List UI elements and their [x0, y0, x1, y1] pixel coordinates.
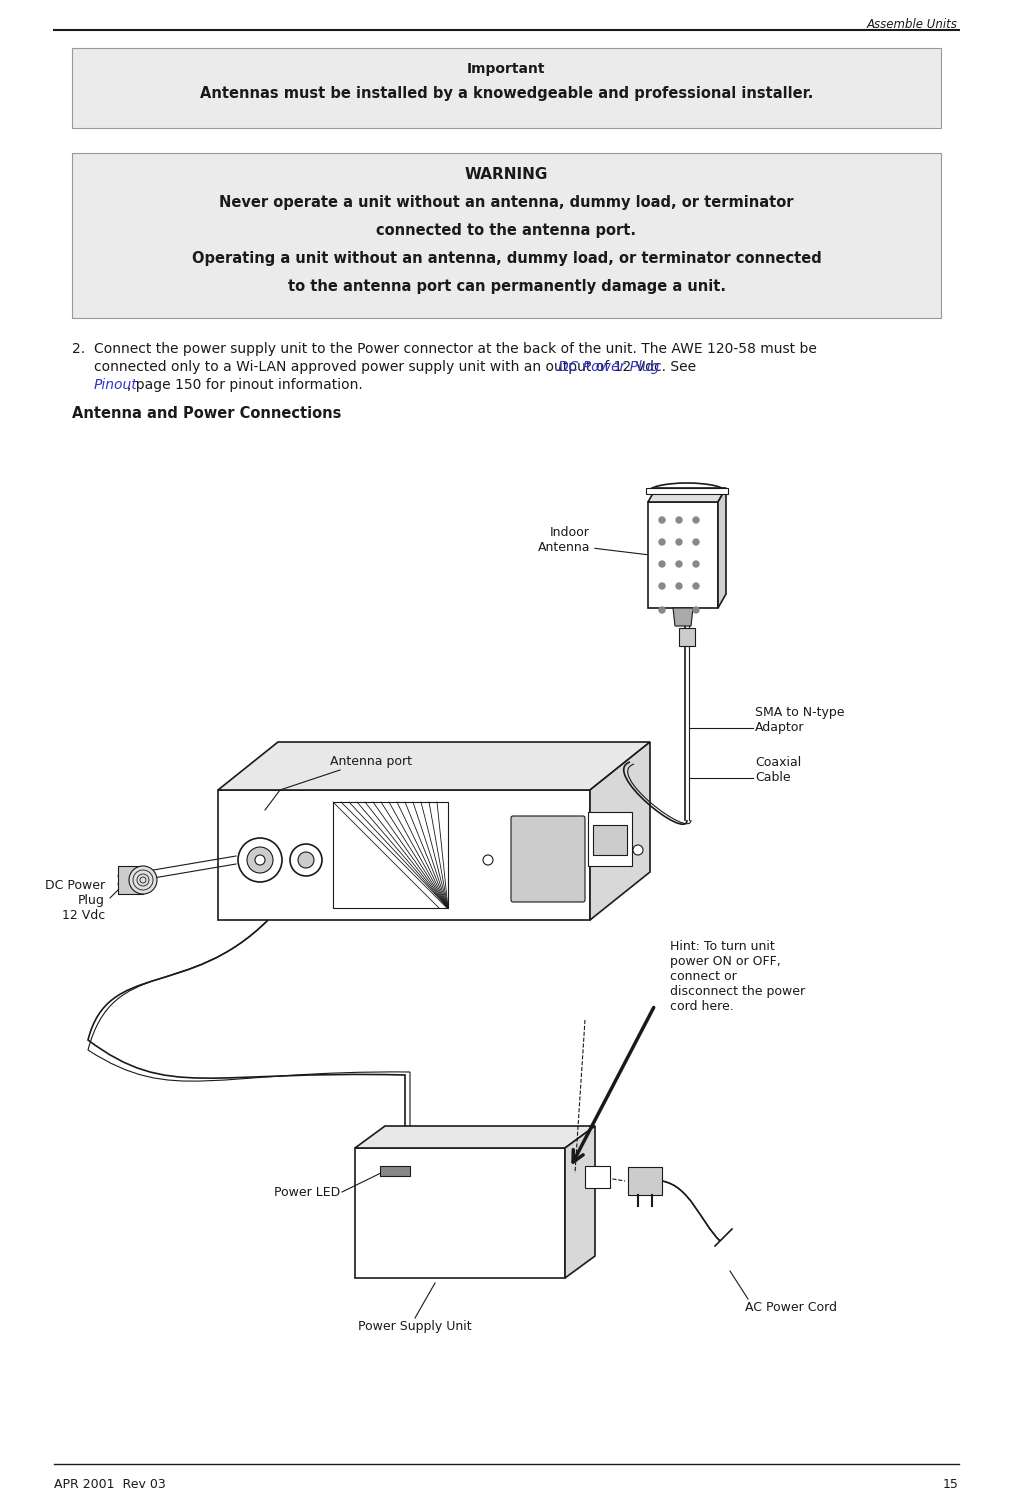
Circle shape: [659, 561, 665, 567]
Circle shape: [676, 561, 682, 567]
Text: Operating a unit without an antenna, dummy load, or terminator connected: Operating a unit without an antenna, dum…: [191, 251, 822, 266]
Circle shape: [693, 561, 699, 567]
Polygon shape: [673, 607, 693, 625]
Text: Indoor
Antenna: Indoor Antenna: [538, 527, 590, 554]
Circle shape: [129, 866, 157, 895]
Circle shape: [659, 539, 665, 545]
Circle shape: [290, 844, 322, 877]
Text: connected only to a Wi-LAN approved power supply unit with an output of 12 Vdc. : connected only to a Wi-LAN approved powe…: [94, 361, 701, 374]
Circle shape: [659, 607, 665, 613]
Text: 15: 15: [943, 1478, 959, 1492]
Bar: [333, 802, 448, 908]
Circle shape: [693, 583, 699, 589]
Polygon shape: [355, 1126, 595, 1147]
Polygon shape: [590, 742, 650, 920]
Text: WARNING: WARNING: [465, 168, 548, 183]
Text: Power Supply Unit: Power Supply Unit: [359, 1319, 472, 1333]
Circle shape: [676, 539, 682, 545]
Circle shape: [676, 583, 682, 589]
Text: AC Power Cord: AC Power Cord: [745, 1302, 837, 1313]
Circle shape: [693, 607, 699, 613]
Circle shape: [676, 518, 682, 524]
Polygon shape: [355, 1147, 565, 1278]
Bar: [679, 628, 695, 646]
Bar: [380, 1165, 410, 1176]
Circle shape: [659, 583, 665, 589]
Text: Connect the power supply unit to the Power connector at the back of the unit. Th: Connect the power supply unit to the Pow…: [94, 343, 816, 356]
Text: Antenna port: Antenna port: [330, 755, 412, 767]
Text: Important: Important: [467, 61, 546, 76]
Polygon shape: [565, 1126, 595, 1278]
Polygon shape: [628, 1167, 663, 1195]
Text: Coaxial
Cable: Coaxial Cable: [755, 755, 801, 784]
Bar: [585, 1165, 610, 1188]
Text: Never operate a unit without an antenna, dummy load, or terminator: Never operate a unit without an antenna,…: [219, 194, 794, 209]
Text: APR 2001  Rev 03: APR 2001 Rev 03: [54, 1478, 166, 1492]
FancyBboxPatch shape: [72, 48, 941, 129]
Polygon shape: [218, 790, 590, 920]
Text: Antenna and Power Connections: Antenna and Power Connections: [72, 405, 341, 420]
Text: Hint: To turn unit
power ON or OFF,
connect or
disconnect the power
cord here.: Hint: To turn unit power ON or OFF, conn…: [670, 939, 805, 1013]
Polygon shape: [648, 503, 718, 607]
Circle shape: [633, 845, 643, 856]
Circle shape: [693, 518, 699, 524]
Circle shape: [255, 856, 265, 865]
Circle shape: [238, 838, 282, 883]
FancyBboxPatch shape: [511, 815, 585, 902]
Text: DC Power Plug: DC Power Plug: [558, 361, 659, 374]
Polygon shape: [218, 742, 650, 790]
Text: SMA to N-type
Adaptor: SMA to N-type Adaptor: [755, 706, 845, 735]
Text: connected to the antenna port.: connected to the antenna port.: [377, 223, 636, 238]
FancyBboxPatch shape: [72, 153, 941, 319]
Bar: [593, 824, 627, 856]
Circle shape: [247, 847, 272, 874]
Polygon shape: [718, 488, 726, 607]
Text: , page 150 for pinout information.: , page 150 for pinout information.: [127, 378, 363, 392]
Polygon shape: [118, 866, 143, 895]
Circle shape: [483, 856, 493, 865]
Polygon shape: [646, 488, 728, 494]
Bar: [588, 812, 632, 866]
Circle shape: [693, 539, 699, 545]
Polygon shape: [648, 488, 726, 503]
Circle shape: [298, 853, 314, 868]
Text: Power LED: Power LED: [274, 1185, 340, 1198]
Text: DC Power
Plug
12 Vdc: DC Power Plug 12 Vdc: [45, 878, 105, 922]
Text: Antennas must be installed by a knowedgeable and professional installer.: Antennas must be installed by a knowedge…: [200, 85, 813, 102]
Text: to the antenna port can permanently damage a unit.: to the antenna port can permanently dama…: [288, 278, 725, 295]
Circle shape: [659, 518, 665, 524]
Text: 2.: 2.: [72, 343, 85, 356]
Text: Pinout: Pinout: [94, 378, 138, 392]
Text: Assemble Units: Assemble Units: [866, 18, 957, 31]
